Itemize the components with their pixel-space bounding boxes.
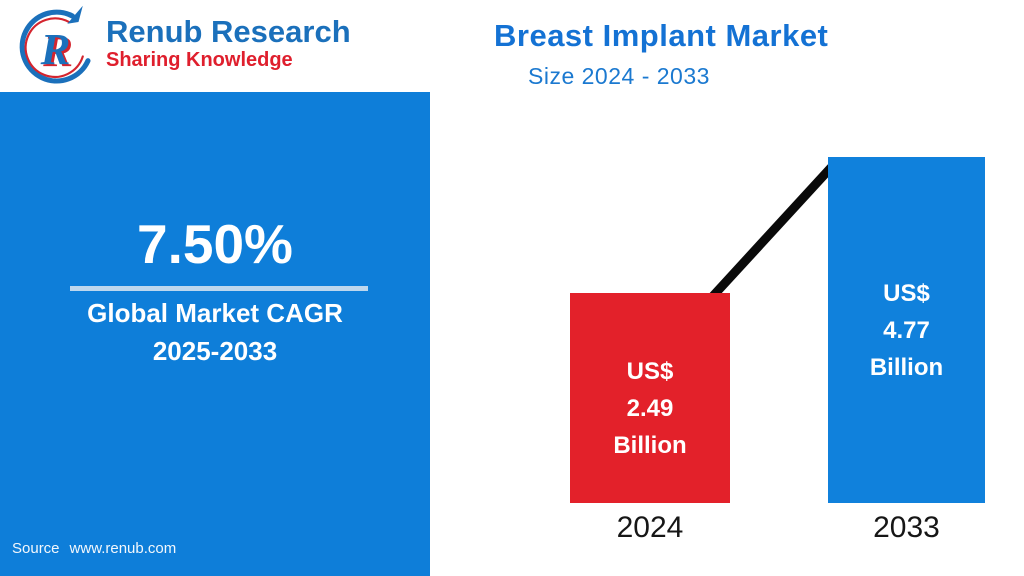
cagr-panel: 7.50% Global Market CAGR 2025-2033 Sourc… [0,92,430,576]
logo-text-block: Renub Research Sharing Knowledge [106,14,351,72]
logo-header-area: R R Renub Research Sharing Knowledge [0,0,430,92]
cagr-value: 7.50% [137,213,293,275]
renub-logo-icon: R R [19,5,91,84]
source-url: www.renub.com [69,540,177,557]
bar-2024-value-label: US$ 2.49 Billion [613,357,687,459]
bar-2033: US$ 4.77 Billion [828,157,985,503]
source-attribution: Source www.renub.com [12,540,176,557]
page-title: Breast Implant Market [494,18,829,53]
cagr-underline-divider [70,286,368,291]
logo-company-name: Renub Research [106,14,351,49]
cagr-period: 2025-2033 [152,336,278,366]
bar-2024: US$ 2.49 Billion [570,293,730,503]
trend-line [709,157,841,300]
axis-label-2033: 2033 [873,511,940,544]
page-subtitle: Size 2024 - 2033 [528,63,710,89]
logo-r-letter: R [40,24,71,74]
source-label: Source [12,540,60,557]
cagr-label: Global Market CAGR [87,298,343,328]
bar-2033-value-label: US$ 4.77 Billion [869,279,944,381]
logo-r-red-shadow: R [42,26,73,76]
axis-label-2024: 2024 [616,511,684,544]
logo-tagline: Sharing Knowledge [106,49,293,71]
